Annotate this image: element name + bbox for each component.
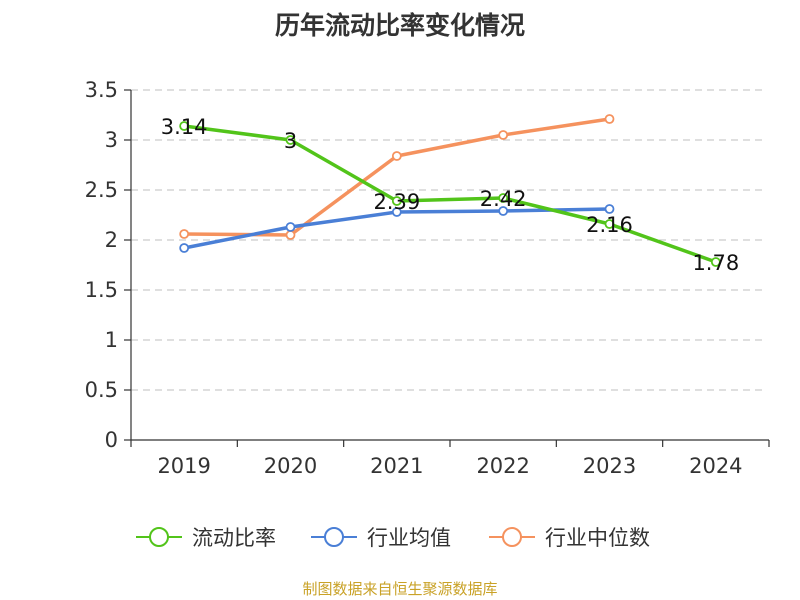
legend-label: 行业均值 [367, 526, 451, 550]
source-note: 制图数据来自恒生聚源数据库 [302, 580, 498, 598]
data-point [604, 219, 615, 229]
y-tick-label: 1 [105, 328, 118, 352]
data-point [179, 229, 190, 239]
data-point [179, 243, 190, 253]
data-point [391, 151, 402, 161]
x-tick-label: 2024 [689, 454, 742, 478]
data-point [285, 230, 296, 240]
chart-title: 历年流动比率变化情况 [274, 11, 525, 40]
y-tick-label: 0.5 [85, 378, 118, 402]
y-tick-label: 2.5 [85, 178, 118, 202]
grid-lines [131, 89, 763, 391]
legend-marker [502, 527, 522, 547]
data-label: 2.42 [480, 187, 527, 211]
data-label: 1.78 [692, 251, 739, 275]
data-labels: 3.14 3 2.39 2.42 2.16 1.78 [161, 115, 739, 275]
data-point [710, 257, 721, 267]
legend-marker [149, 527, 169, 547]
x-tick-label: 2019 [157, 454, 210, 478]
data-point [285, 222, 296, 232]
legend-marker [324, 527, 344, 547]
series-line [184, 117, 610, 237]
y-tick-label: 3.5 [85, 78, 118, 102]
x-tick-label: 2023 [583, 454, 636, 478]
data-point [285, 135, 296, 145]
data-point [179, 121, 190, 131]
data-label: 2.39 [373, 190, 420, 214]
y-tick-label: 0 [105, 428, 118, 452]
y-tick-label: 1.5 [85, 278, 118, 302]
y-tick-label: 3 [105, 128, 118, 152]
data-point [498, 193, 509, 203]
x-tick-label: 2022 [476, 454, 529, 478]
axes: 0 0.5 1 1.5 2 2.5 3 3.5 2019 2020 2021 2022 2023 2024 [85, 78, 770, 478]
data-point [391, 196, 402, 206]
series-lines [179, 114, 721, 267]
x-tick-label: 2021 [370, 454, 423, 478]
series-line [183, 124, 717, 264]
y-tick-label: 2 [105, 228, 118, 252]
data-point [498, 130, 509, 140]
data-label: 2.16 [586, 213, 633, 237]
data-point [391, 207, 402, 217]
legend-label: 流动比率 [192, 526, 276, 550]
data-label: 3 [284, 129, 297, 153]
x-tick-label: 2020 [264, 454, 317, 478]
legend-label: 行业中位数 [545, 526, 650, 550]
data-point [498, 206, 509, 216]
data-point [604, 204, 615, 214]
data-label: 3.14 [161, 115, 208, 139]
legend: 流动比率 行业均值 行业中位数 [136, 526, 650, 550]
data-point [604, 114, 615, 124]
